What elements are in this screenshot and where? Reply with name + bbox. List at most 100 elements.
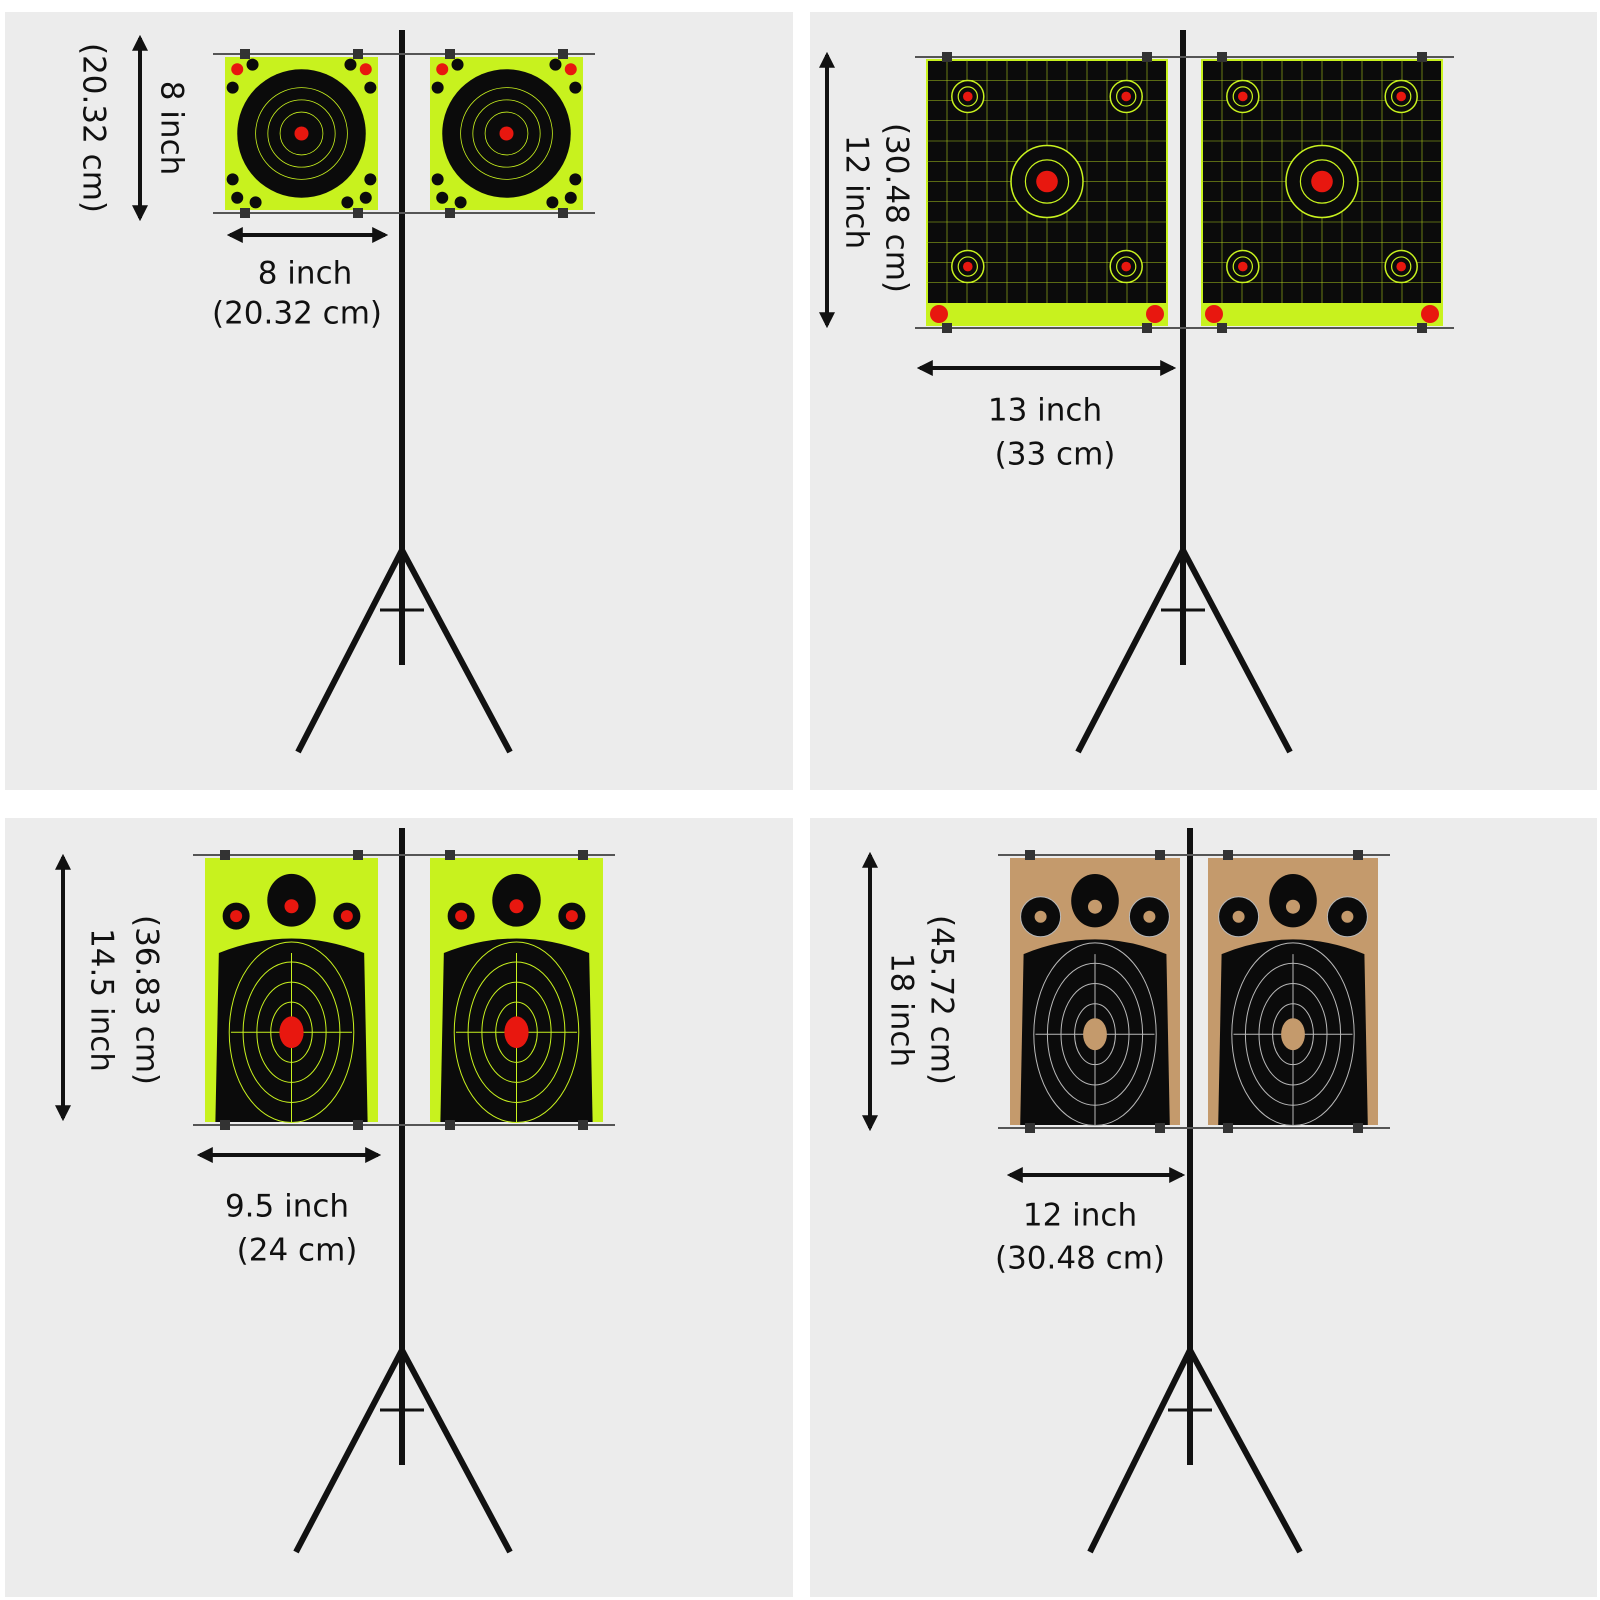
- clip: [1353, 1123, 1363, 1133]
- height-cm-label: (36.83 cm): [129, 915, 165, 1085]
- width-cm-label: (24 cm): [237, 1233, 358, 1269]
- pasty: [930, 305, 948, 323]
- height-inch-label: 8 inch: [154, 81, 190, 176]
- pasty: [431, 81, 444, 94]
- side-center: [1232, 910, 1245, 923]
- clip: [240, 49, 250, 59]
- pasty: [231, 63, 244, 76]
- ring: [228, 941, 355, 1124]
- center: [1396, 91, 1406, 102]
- pasty: [249, 196, 262, 209]
- clip: [220, 850, 230, 860]
- head-ring: [1088, 899, 1102, 914]
- clip: [578, 1120, 588, 1130]
- clip: [1142, 323, 1152, 333]
- width-inch-label: 8 inch: [258, 256, 353, 292]
- center: [1281, 1018, 1305, 1051]
- ring: [1115, 86, 1137, 107]
- clip: [1142, 52, 1152, 62]
- clip: [353, 208, 363, 218]
- target: [205, 850, 378, 1130]
- center: [294, 126, 309, 141]
- pasty: [564, 191, 577, 204]
- target: [430, 49, 583, 218]
- center: [963, 91, 973, 102]
- pasty: [569, 81, 582, 94]
- pasty: [344, 58, 357, 71]
- side-center: [1341, 910, 1354, 923]
- clip: [1155, 850, 1165, 860]
- ring: [1231, 942, 1355, 1127]
- pasty: [546, 196, 559, 209]
- pasty: [246, 58, 259, 71]
- tripod-leg: [1087, 1348, 1193, 1554]
- tripod-leg: [1187, 1348, 1303, 1554]
- ring: [484, 111, 529, 156]
- height-cm-label: (30.48 cm): [879, 123, 915, 293]
- ring: [957, 256, 979, 277]
- center: [1238, 261, 1248, 272]
- clip: [445, 850, 455, 860]
- clip: [1155, 1123, 1165, 1133]
- pasty: [549, 58, 562, 71]
- side-center: [340, 910, 353, 923]
- strip: [927, 303, 1167, 325]
- head-ring: [509, 899, 524, 914]
- pasty: [564, 63, 577, 76]
- ring: [255, 87, 348, 180]
- clip: [1223, 1123, 1233, 1133]
- panel-bg: [810, 818, 1597, 1597]
- clip: [1223, 850, 1233, 860]
- tripod-leg: [295, 548, 405, 754]
- clip: [1217, 52, 1227, 62]
- target: [1010, 850, 1180, 1133]
- pasty: [1146, 305, 1164, 323]
- target: [1201, 52, 1443, 333]
- pasty: [226, 173, 239, 186]
- clip: [578, 850, 588, 860]
- width-inch-label: 13 inch: [988, 393, 1102, 429]
- target: [430, 850, 603, 1130]
- height-cm-label: (45.72 cm): [924, 915, 960, 1085]
- center: [1121, 261, 1131, 272]
- center: [1396, 261, 1406, 272]
- height-inch-label: 12 inch: [839, 135, 875, 249]
- side-center: [230, 910, 243, 923]
- center: [504, 1016, 529, 1049]
- tripod-leg: [1180, 548, 1293, 754]
- pasty: [436, 63, 449, 76]
- width-inch-label: 9.5 inch: [225, 1189, 349, 1225]
- center: [1036, 170, 1058, 193]
- ring: [472, 99, 541, 168]
- center: [1311, 170, 1333, 193]
- width-cm-label: (30.48 cm): [995, 1241, 1165, 1277]
- target: [225, 49, 378, 218]
- clip: [1417, 52, 1427, 62]
- clip: [1217, 323, 1227, 333]
- clip: [558, 208, 568, 218]
- ring: [957, 86, 979, 107]
- width-inch-label: 12 inch: [1023, 1198, 1137, 1234]
- ring: [1390, 256, 1412, 277]
- pasty: [226, 81, 239, 94]
- ring: [267, 99, 336, 168]
- center: [1083, 1018, 1107, 1051]
- tripod-leg: [399, 548, 513, 754]
- clip: [353, 49, 363, 59]
- pasty: [359, 63, 372, 76]
- pasty: [436, 191, 449, 204]
- width-cm-label: (33 cm): [995, 437, 1116, 473]
- center: [1238, 91, 1248, 102]
- tripod-leg: [1075, 548, 1186, 754]
- center: [499, 126, 514, 141]
- clip: [353, 850, 363, 860]
- clip: [1025, 850, 1035, 860]
- ring: [1024, 159, 1070, 204]
- ring: [1115, 256, 1137, 277]
- pasty: [231, 191, 244, 204]
- ring: [279, 111, 324, 156]
- ring: [1232, 86, 1254, 107]
- clip: [1417, 323, 1427, 333]
